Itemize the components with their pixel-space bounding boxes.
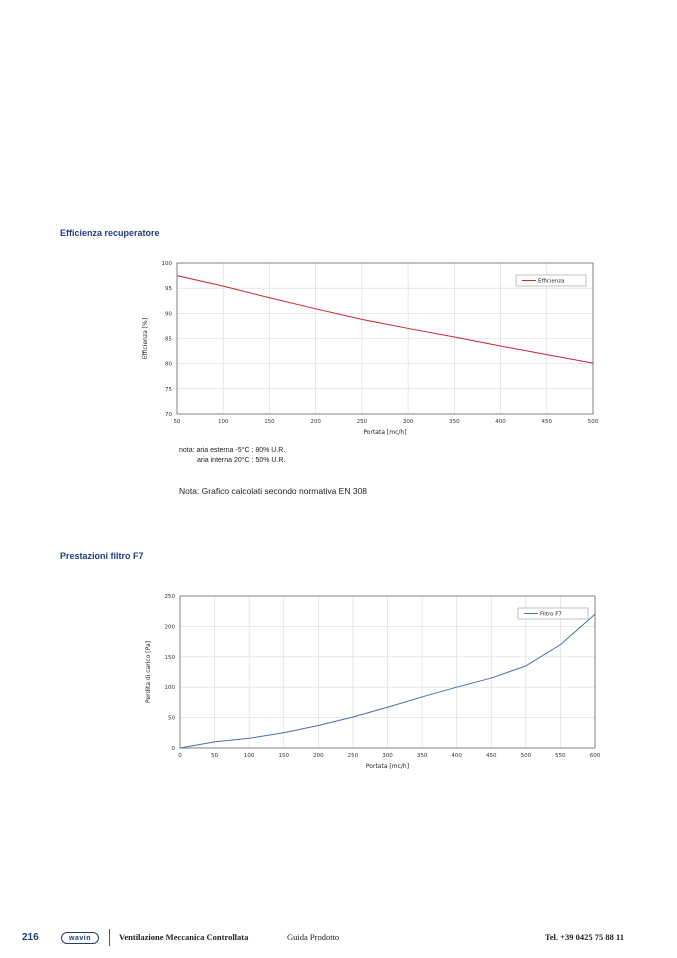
x-tick-label: 300	[382, 753, 393, 759]
x-tick-label: 600	[590, 753, 601, 759]
y-tick-label: 100	[165, 685, 176, 691]
x-tick-label: 100	[218, 419, 229, 425]
footer-phone: Tel. +39 0425 75 88 11	[544, 932, 624, 942]
y-axis-label: Efficienza [%]	[142, 318, 149, 359]
y-tick-label: 75	[165, 387, 172, 393]
x-tick-label: 0	[178, 753, 182, 759]
filter-chart: 0 50 100 150 200 250 0 50 100 150 200 250 300 350 400 4…	[145, 594, 601, 770]
plot-frame	[176, 262, 594, 415]
y-tick-label: 50	[168, 716, 175, 722]
y-tick-label: 80	[165, 362, 172, 368]
series-line	[179, 613, 596, 749]
x-tick-label: 250	[357, 419, 368, 425]
y-tick-label: 85	[165, 337, 172, 343]
x-tick-label: 450	[486, 753, 497, 759]
x-tick-label: 500	[588, 419, 599, 425]
x-tick-label: 100	[244, 753, 255, 759]
x-tick-label: 50	[211, 753, 218, 759]
x-tick-label: 350	[417, 753, 428, 759]
x-tick-label: 300	[403, 419, 414, 425]
footer-title: Ventilazione Meccanica Controllata	[119, 932, 249, 942]
series-line	[176, 275, 594, 364]
y-axis-label: Perdita di carico [Pa]	[145, 641, 152, 703]
x-tick-label: 400	[495, 419, 506, 425]
legend-box	[517, 607, 589, 620]
y-tick-label: 70	[165, 412, 172, 418]
x-tick-label: 500	[521, 753, 532, 759]
legend-label: Efficienza	[538, 279, 564, 285]
legend-label: Filtro F7	[540, 612, 562, 618]
x-axis-label: Portata [mc/h]	[363, 429, 406, 436]
y-tick-label: 90	[165, 311, 172, 317]
efficiency-chart: 70 75 80 85 90 95 100 50 100 150 200 250 300 350 400 45…	[142, 261, 599, 436]
x-tick-label: 350	[449, 419, 460, 425]
section-title-filter: Prestazioni filtro F7	[60, 551, 144, 561]
x-tick-label: 550	[555, 753, 566, 759]
footer: 216 wavin Ventilazione Meccanica Control…	[0, 929, 677, 946]
y-tick-label: 95	[165, 286, 172, 292]
wavin-logo: wavin	[61, 932, 99, 944]
y-tick-label: 100	[162, 261, 173, 267]
y-tick-label: 0	[172, 746, 176, 752]
x-axis-label: Portata [mc/h]	[366, 763, 409, 770]
x-tick-label: 200	[310, 419, 321, 425]
y-tick-label: 250	[165, 594, 176, 600]
y-tick-label: 200	[165, 624, 176, 630]
footer-divider	[109, 929, 110, 946]
y-tick-label: 150	[165, 655, 176, 661]
footer-subtitle: Guida Prodotto	[287, 932, 340, 942]
note-inside-air: aria interna 20°C ; 50% U.R.	[197, 457, 286, 464]
x-tick-label: 150	[264, 419, 275, 425]
legend-box	[515, 274, 587, 287]
x-tick-label: 450	[542, 419, 553, 425]
x-tick-label: 50	[174, 419, 181, 425]
x-tick-label: 400	[451, 753, 462, 759]
x-tick-label: 200	[313, 753, 324, 759]
plot-frame	[179, 595, 596, 749]
section-title-efficiency: Efficienza recuperatore	[60, 228, 160, 238]
note-standard: Nota: Grafico calcolati secondo normativ…	[179, 486, 368, 496]
x-tick-label: 250	[348, 753, 359, 759]
note-outside-air: nota: aria esterna -5°C ; 80% U.R.	[179, 447, 286, 454]
x-tick-label: 150	[279, 753, 290, 759]
page-number: 216	[22, 932, 39, 943]
